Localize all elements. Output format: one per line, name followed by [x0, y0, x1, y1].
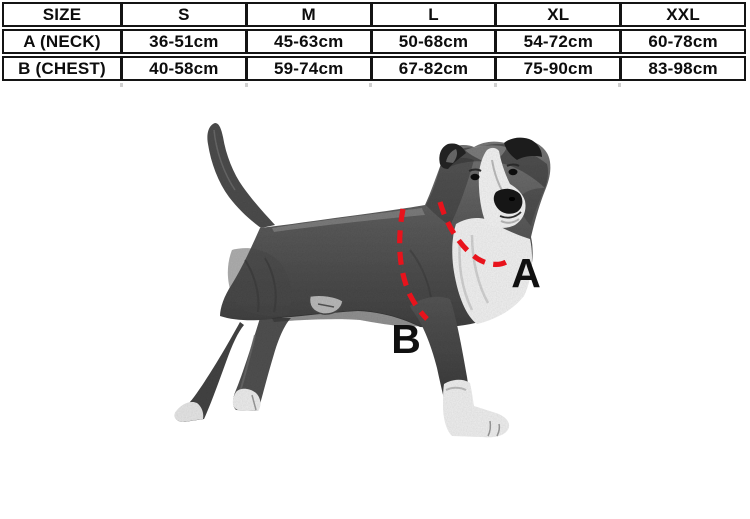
dog-front-paw	[443, 379, 510, 438]
chest-xl-value: 75-90cm	[494, 58, 619, 79]
back-highlight	[272, 208, 425, 232]
dog-eye-left	[470, 173, 480, 181]
chest-s-value: 40-58cm	[120, 58, 245, 79]
neck-m-value: 45-63cm	[244, 31, 370, 52]
neck-xl-value: 54-72cm	[494, 31, 619, 52]
table-row-neck: A (NECK) 36-51cm 45-63cm 50-68cm 54-72cm…	[2, 29, 746, 54]
cheek-shade	[517, 188, 545, 226]
chest-shading-lines	[458, 234, 490, 311]
table-header-row: SIZE S M L XL XXL	[2, 2, 746, 27]
chin-shade	[500, 218, 520, 224]
dog-illustration: A B	[174, 123, 551, 438]
ankle-shade	[445, 386, 467, 391]
mouth-line	[499, 211, 522, 219]
dog-nose	[493, 188, 523, 214]
left-ear-inner	[446, 149, 457, 163]
nostril	[509, 197, 515, 201]
table-shadow-tick	[120, 83, 123, 87]
size-chart-table: SIZE S M L XL XXL A (NECK) 36-51cm 45-63…	[2, 2, 746, 83]
tail-highlight	[213, 129, 236, 191]
dog-rear-paw-far	[174, 401, 204, 422]
front-toe-lines	[487, 420, 501, 437]
col-header-l: L	[369, 4, 495, 25]
dog-rear-leg-near	[233, 318, 291, 411]
dog-eye-right	[508, 168, 518, 176]
table-row-chest: B (CHEST) 40-58cm 59-74cm 67-82cm 75-90c…	[2, 56, 746, 81]
dog-rear-leg-far	[175, 322, 244, 422]
underbelly-detail	[308, 294, 344, 315]
table-shadow-tick	[494, 83, 497, 87]
brow-lines	[468, 163, 520, 172]
neck-measurement-line	[437, 201, 511, 267]
rear-toe-line	[251, 394, 257, 411]
chest-m-value: 59-74cm	[244, 58, 370, 79]
col-header-xl: XL	[494, 4, 619, 25]
table-shadow-tick	[369, 83, 372, 87]
thigh-muscle-lines	[244, 257, 277, 313]
table-shadow-tick	[245, 83, 248, 87]
neck-label: A	[511, 250, 541, 296]
table-shadow-tick	[618, 83, 621, 87]
dog-rear-paw-near	[232, 388, 261, 411]
belly-shade	[272, 310, 420, 327]
chest-xxl-value: 83-98cm	[619, 58, 744, 79]
neck-xxl-value: 60-78cm	[619, 31, 744, 52]
neck-l-value: 50-68cm	[369, 31, 495, 52]
neck-shade	[426, 157, 474, 226]
neck-s-value: 36-51cm	[120, 31, 245, 52]
col-header-s: S	[120, 4, 245, 25]
rear-leg-highlight	[239, 334, 256, 393]
col-header-xxl: XXL	[619, 4, 744, 25]
col-header-m: M	[244, 4, 370, 25]
chest-label: B	[391, 316, 421, 362]
row-header-neck: A (NECK)	[23, 32, 101, 51]
dog-right-ear	[504, 137, 542, 160]
row-header-chest: B (CHEST)	[18, 59, 106, 78]
chest-measurement-line	[397, 208, 429, 321]
chest-l-value: 67-82cm	[369, 58, 495, 79]
underbelly-line	[317, 303, 335, 308]
col-header-size: SIZE	[42, 5, 82, 24]
dog-tail	[207, 123, 275, 228]
